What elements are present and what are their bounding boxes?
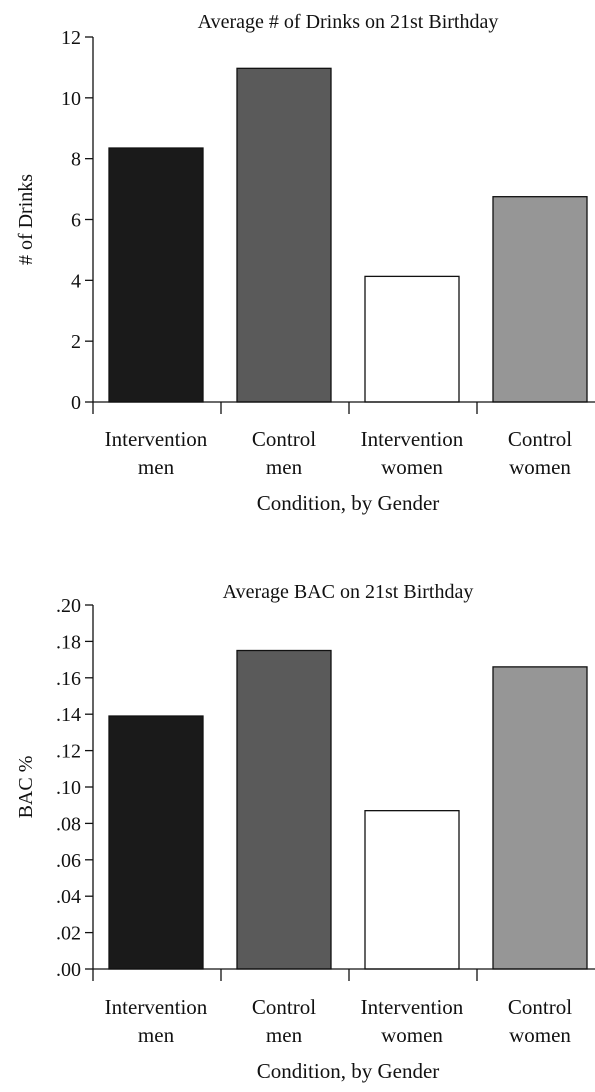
- bac-y-tick-label: .02: [56, 923, 81, 945]
- bac-y-tick-label: .10: [56, 777, 81, 799]
- bac-y-tick-label: .08: [56, 813, 81, 835]
- bac-y-tick-label: .06: [56, 850, 81, 872]
- bac-chart-svg: Average BAC on 21st Birthday .00 .02 .04 .06…: [15, 581, 595, 1083]
- drinks-chart: Average # of Drinks on 21st Birthday 0 2 4 6…: [0, 0, 595, 540]
- bac-chart: Average BAC on 21st Birthday .00 .02 .04 .06…: [0, 560, 595, 1087]
- drinks-bar-2: [236, 67, 332, 403]
- bac-y-tick-label: .16: [56, 668, 81, 690]
- drinks-chart-svg: Average # of Drinks on 21st Birthday 0 2 4 6…: [15, 11, 595, 515]
- bac-bar-4: [492, 666, 588, 970]
- drinks-category-label-1: Intervention men: [105, 427, 208, 479]
- bac-bar-2: [236, 649, 332, 970]
- drinks-x-axis-label: Condition, by Gender: [257, 491, 440, 515]
- bac-x-axis-label: Condition, by Gender: [257, 1059, 440, 1083]
- bac-bar-3: [364, 810, 460, 970]
- drinks-category-label-2: Control men: [252, 427, 316, 479]
- bac-y-axis-label: BAC %: [15, 756, 37, 819]
- drinks-y-tick-label: 0: [71, 392, 81, 414]
- drinks-y-axis-label: # of Drinks: [15, 174, 37, 265]
- bac-category-label-3: Intervention women: [361, 995, 464, 1047]
- bac-chart-title: Average BAC on 21st Birthday: [223, 581, 474, 603]
- drinks-bar-1: [108, 147, 204, 403]
- drinks-bar-3: [364, 275, 460, 403]
- drinks-y-tick-label: 4: [71, 270, 81, 292]
- bac-category-label-4: Control women: [508, 995, 572, 1047]
- bac-y-tick-label: .04: [56, 886, 81, 908]
- bac-category-label-1: Intervention men: [105, 995, 208, 1047]
- drinks-category-label-4: Control women: [508, 427, 572, 479]
- drinks-bar-4: [492, 196, 588, 403]
- drinks-category-label-3: Intervention women: [361, 427, 464, 479]
- drinks-y-tick-label: 2: [71, 331, 81, 353]
- drinks-y-tick-label: 6: [71, 210, 81, 232]
- bac-y-tick-label: .14: [56, 704, 81, 726]
- bac-y-tick-label: .20: [56, 595, 81, 617]
- bac-category-label-2: Control men: [252, 995, 316, 1047]
- drinks-y-tick-label: 12: [61, 27, 81, 49]
- bac-y-tick-label: .18: [56, 631, 81, 653]
- bac-y-tick-label: .00: [56, 959, 81, 981]
- drinks-chart-title: Average # of Drinks on 21st Birthday: [198, 11, 499, 33]
- bac-bar-1: [108, 715, 204, 970]
- bac-y-tick-label: .12: [56, 741, 81, 763]
- drinks-y-tick-label: 8: [71, 149, 81, 171]
- drinks-y-tick-label: 10: [61, 88, 81, 110]
